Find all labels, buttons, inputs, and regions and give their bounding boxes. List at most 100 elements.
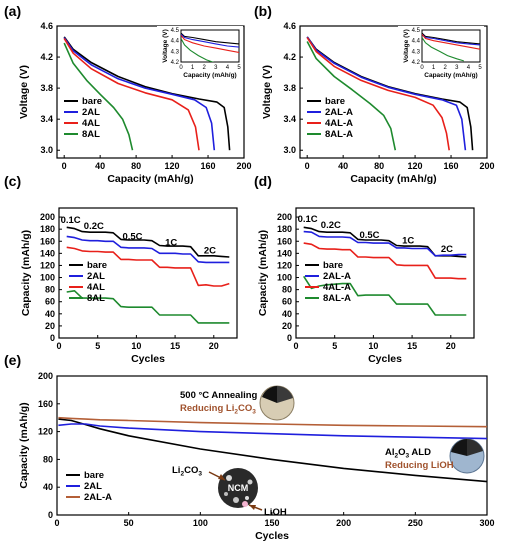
x-tick-label: 200 (479, 161, 494, 171)
y-axis-label: Voltage (V) (261, 65, 273, 119)
legend-entry: 2AL-A (323, 271, 351, 282)
rate-label: 0.2C (321, 220, 341, 231)
x-tick-label: 5 (332, 341, 337, 351)
legend-entry: 8AL-A (323, 293, 351, 304)
x-tick-label: 300 (479, 518, 494, 528)
series-line-4AL-A (303, 242, 467, 280)
x-tick-label: 20 (446, 341, 456, 351)
x-tick-label: 40 (95, 161, 105, 171)
x-tick-label: 150 (264, 518, 279, 528)
series-line-4AL (66, 246, 230, 287)
inset-y-tick-label: 4.4 (412, 39, 421, 45)
ncm-label: NCM (228, 483, 249, 493)
inset-x-tick-label: 4 (226, 65, 230, 71)
y-tick-label: 140 (40, 248, 55, 258)
y-tick-label: 100 (40, 273, 55, 283)
inset-x-axis-label: Capacity (mAh/g) (424, 72, 477, 79)
series-line-2AL (66, 235, 230, 264)
inset-x-tick-label: 1 (432, 65, 436, 71)
x-tick-label: 120 (165, 161, 180, 171)
rate-label: 2C (441, 244, 453, 255)
series-line-4AL-A (306, 37, 450, 151)
y-tick-label: 80 (43, 454, 53, 464)
x-tick-label: 160 (444, 161, 459, 171)
y-tick-label: 4.2 (40, 52, 53, 62)
x-tick-label: 15 (407, 341, 417, 351)
x-tick-label: 0 (62, 161, 67, 171)
inset-y-tick-label: 4.5 (171, 28, 180, 34)
y-tick-label: 200 (38, 371, 53, 381)
ald-coated-particle-image (449, 438, 485, 474)
series-group (58, 416, 487, 483)
lioh-label: LiOH (264, 507, 287, 518)
x-tick-label: 0 (56, 341, 61, 351)
rate-label: 1C (402, 236, 414, 247)
legend-entry: bare (325, 96, 345, 107)
panel-label: (c) (4, 173, 21, 189)
y-tick-label: 80 (282, 285, 292, 295)
rate-label: 0.5C (359, 230, 379, 241)
x-tick-label: 0 (305, 161, 310, 171)
inset-x-tick-label: 1 (191, 65, 195, 71)
rate-label: 1C (165, 237, 177, 248)
x-tick-label: 20 (209, 341, 219, 351)
inset-x-tick-label: 4 (467, 65, 471, 71)
series-group (66, 226, 230, 324)
inset-series-line (181, 32, 239, 45)
rate-label: 2C (204, 245, 216, 256)
x-tick-label: 120 (408, 161, 423, 171)
y-tick-label: 4.6 (40, 21, 53, 31)
series-line-4AL (63, 37, 200, 151)
inset-y-axis-label: Voltage (V) (162, 29, 169, 62)
panel-e: (e) 0 50 100 150 200 250 300 0 40 80 120 160 200 Cycle… (4, 352, 495, 542)
x-tick-label: 100 (193, 518, 208, 528)
panel-d: (d)0 5 10 15 20020406080100120140160180200Cy… (254, 173, 475, 365)
rate-label: 0.1C (61, 215, 81, 226)
plot-frame (299, 25, 488, 159)
y-tick-label: 160 (40, 236, 55, 246)
legend-entry: 2AL-A (84, 492, 112, 503)
ald-title: Al2O3 ALD (385, 447, 431, 460)
x-tick-label: 5 (95, 341, 100, 351)
inset-y-tick-label: 4.2 (412, 60, 421, 66)
y-tick-label: 60 (282, 297, 292, 307)
series-group (306, 36, 474, 151)
li2co3-arrowhead (218, 474, 225, 480)
inset-x-tick-label: 0 (420, 65, 424, 71)
y-tick-label: 120 (277, 260, 292, 270)
x-tick-label: 200 (336, 518, 351, 528)
inset-x-tick-label: 2 (203, 65, 207, 71)
inset-y-tick-label: 4.4 (171, 39, 180, 45)
inset-x-tick-label: 5 (478, 65, 482, 71)
ald-subtitle: Reducing LiOH (385, 460, 454, 471)
y-tick-label: 200 (40, 212, 55, 222)
x-axis-label: Cycles (368, 353, 402, 365)
series-line-8AL-A (303, 275, 467, 316)
legend-entry: 2AL (84, 481, 102, 492)
inset-series-group (181, 32, 239, 62)
inset-y-tick-label: 4.2 (171, 60, 180, 66)
x-tick-label: 0 (293, 341, 298, 351)
y-axis-label: Voltage (V) (18, 65, 30, 119)
y-axis-label: Capacity (mAh/g) (18, 402, 30, 488)
legend-entry: 2AL-A (325, 107, 353, 118)
y-tick-label: 20 (45, 321, 55, 331)
panel-label: (b) (254, 3, 272, 19)
legend-entry: 8AL (87, 293, 105, 304)
y-tick-label: 80 (45, 285, 55, 295)
series-line-2AL (63, 37, 216, 151)
x-tick-label: 50 (124, 518, 134, 528)
plot-frame (56, 25, 245, 159)
annealed-particle-image (259, 385, 295, 421)
x-tick-label: 80 (374, 161, 384, 171)
series-line-2AL-A (303, 230, 467, 257)
panel-b: (b)0 40 80 120 160 2003.03.43.84.24.6Capacity… (254, 3, 495, 185)
x-tick-label: 10 (368, 341, 378, 351)
panel-a: (a)0 40 80 120 160 2003.03.43.84.24.6Capacity… (4, 3, 252, 185)
lioh-arrowhead (249, 505, 256, 510)
x-tick-label: 250 (408, 518, 423, 528)
x-axis-label: Capacity (mAh/g) (350, 173, 436, 185)
y-tick-label: 20 (282, 321, 292, 331)
panel-label: (d) (254, 173, 272, 189)
annealing-title: 500 °C Annealing (180, 390, 258, 401)
